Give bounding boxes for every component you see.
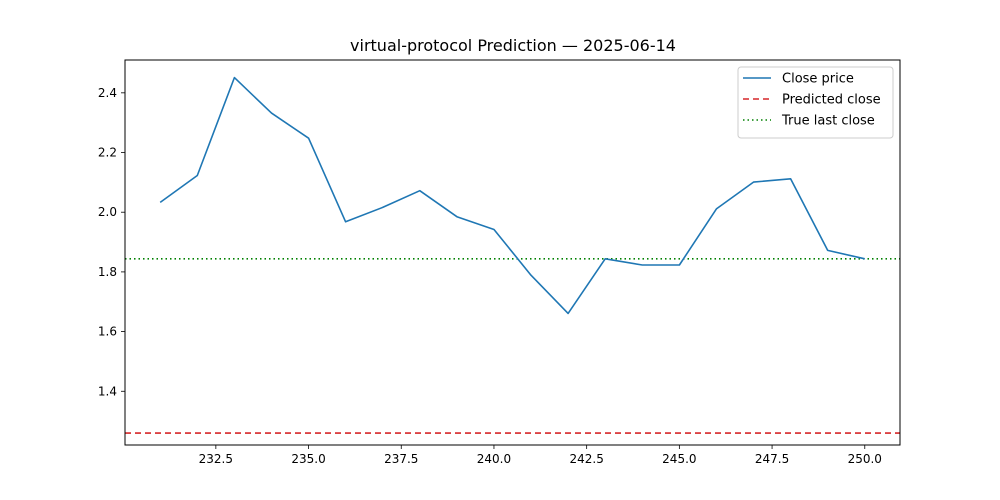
y-tick-label: 2.4: [98, 86, 117, 100]
x-tick-label: 250.0: [848, 452, 882, 466]
legend-label-0: Close price: [782, 72, 854, 87]
series-line-0: [159, 76, 865, 315]
legend-label-1: Predicted close: [782, 93, 881, 108]
x-tick-label: 245.0: [662, 452, 696, 466]
x-tick-label: 247.5: [755, 452, 789, 466]
y-tick-label: 1.8: [98, 265, 117, 279]
x-tick-label: 235.0: [291, 452, 325, 466]
plot-frame: [124, 59, 901, 446]
chart-title: virtual-protocol Prediction — 2025-06-14: [350, 36, 676, 55]
legend-box: [737, 66, 894, 139]
y-tick-label: 2.2: [98, 146, 117, 160]
y-tick-label: 1.4: [98, 384, 117, 398]
plot-lines: [125, 76, 900, 434]
legend-label-2: True last close: [781, 114, 875, 129]
x-tick-label: 240.0: [477, 452, 511, 466]
y-tick-label: 1.6: [98, 325, 117, 339]
legend: Close price Predicted close True last clos…: [737, 66, 894, 139]
y-tick-label: 2.0: [98, 205, 117, 219]
x-tick-label: 242.5: [569, 452, 603, 466]
x-axis: 232.5 235.0 237.5 240.0 242.5 245.0 247.5 250.0: [199, 445, 882, 466]
x-tick-label: 237.5: [384, 452, 418, 466]
x-tick-label: 232.5: [199, 452, 233, 466]
y-axis: 1.4 1.6 1.8 2.0 2.2 2.4: [98, 86, 125, 398]
